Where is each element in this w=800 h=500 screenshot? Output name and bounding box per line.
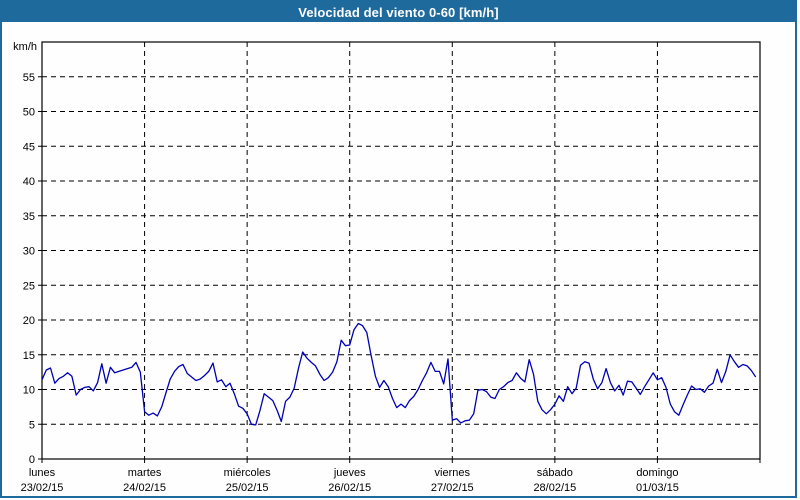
y-tick-label: 20 <box>23 315 35 327</box>
x-day-label: domingo <box>636 467 678 479</box>
y-tick-label: 10 <box>23 385 35 397</box>
x-day-label: miércoles <box>224 467 272 479</box>
x-date-label: 25/02/15 <box>226 482 269 494</box>
x-day-label: jueves <box>333 467 366 479</box>
y-axis-unit-label: km/h <box>13 41 37 53</box>
wind-speed-line <box>41 322 757 426</box>
plot-frame <box>41 41 761 460</box>
x-day-label: viernes <box>435 467 471 479</box>
x-date-label: 23/02/15 <box>21 482 64 494</box>
y-tick-label: 35 <box>23 211 35 223</box>
x-date-label: 24/02/15 <box>123 482 166 494</box>
y-tick-label: 30 <box>23 246 35 258</box>
y-tick-label: 0 <box>29 454 35 466</box>
y-tick-label: 40 <box>23 176 35 188</box>
y-tick-label: 50 <box>23 107 35 119</box>
chart-title: Velocidad del viento 0-60 [km/h] <box>298 4 499 20</box>
chart-title-bar: Velocidad del viento 0-60 [km/h] <box>2 2 795 22</box>
x-date-label: 28/02/15 <box>533 482 576 494</box>
x-date-label: 01/03/15 <box>636 482 679 494</box>
x-day-label: sábado <box>537 467 573 479</box>
x-date-label: 26/02/15 <box>328 482 371 494</box>
y-tick-label: 55 <box>23 72 35 84</box>
x-day-label: martes <box>128 467 162 479</box>
y-tick-label: 15 <box>23 350 35 362</box>
y-tick-label: 25 <box>23 280 35 292</box>
y-tick-label: 45 <box>23 141 35 153</box>
y-tick-label: 5 <box>29 419 35 431</box>
x-day-label: lunes <box>29 467 56 479</box>
x-date-label: 27/02/15 <box>431 482 474 494</box>
